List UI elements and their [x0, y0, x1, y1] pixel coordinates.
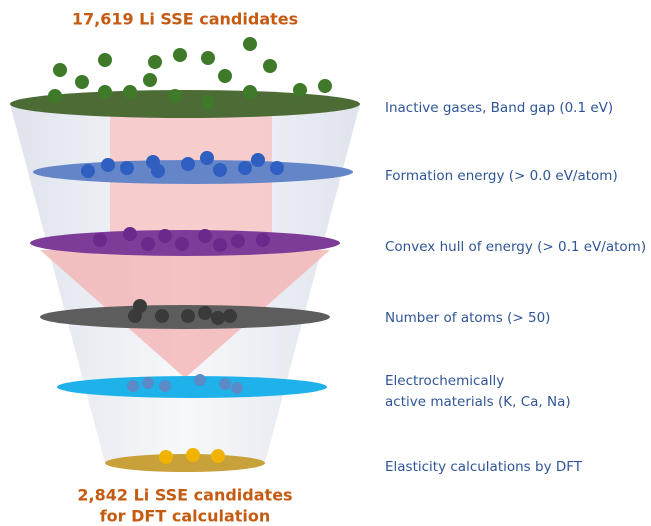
stage-label: Formation energy (> 0.0 eV/atom) — [385, 168, 618, 184]
candidate-dots — [159, 448, 225, 464]
candidate-dots — [93, 227, 270, 252]
header-title: 17,619 Li SSE candidates — [72, 10, 298, 29]
candidate-dots — [128, 299, 237, 325]
stage-label: Elasticity calculations by DFT — [385, 459, 583, 475]
stage-label: Electrochemically — [385, 373, 504, 389]
stage-disc — [10, 90, 360, 118]
stage-disc — [105, 454, 265, 472]
footer-line: 2,842 Li SSE candidates — [77, 486, 292, 505]
footer-line: for DFT calculation — [100, 507, 271, 526]
stage-label: active materials (K, Ca, Na) — [385, 394, 571, 410]
stage-disc — [57, 376, 327, 398]
stage-label: Number of atoms (> 50) — [385, 310, 550, 326]
candidate-dots — [48, 37, 332, 109]
candidate-dots — [81, 151, 284, 178]
stage-label: Convex hull of energy (> 0.1 eV/atom) — [385, 239, 646, 255]
stage-label: Inactive gases, Band gap (0.1 eV) — [385, 100, 613, 116]
candidate-dots — [127, 374, 243, 394]
